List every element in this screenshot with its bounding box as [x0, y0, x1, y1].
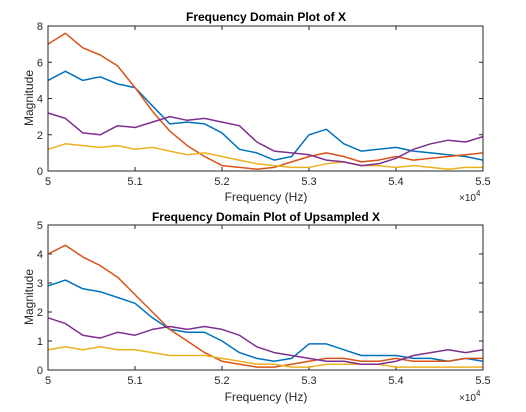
plot-1-ylabel: Magnitude [22, 70, 36, 126]
plot-1-xtick-label: 5.1 [127, 176, 142, 188]
plot-1-ytick-label: 8 [37, 21, 43, 33]
plot-2-series [47, 244, 484, 368]
plot-2-ytick-label: 1 [37, 336, 43, 348]
plot-1-xexponent-base: ×10 [459, 193, 476, 204]
plot-1-series-line-4 [47, 112, 484, 167]
plot-1-ytick-label: 6 [37, 57, 43, 69]
plot-1-xtick-label: 5 [45, 176, 51, 188]
plot-2-title: Frequency Domain Plot of Upsampled X [152, 210, 380, 224]
plot-1-series-line-2 [47, 32, 484, 170]
plot-1-series [47, 32, 484, 170]
plot-1-xexponent: ×10 4 [459, 189, 481, 204]
plot-1-series-line-3 [47, 143, 483, 170]
plot-1-ytick-label: 2 [37, 130, 43, 142]
plot-2-series-line-1 [47, 279, 484, 363]
plot-1-xtick-label: 5.2 [214, 176, 229, 188]
plot-1: Frequency Domain Plot of X Magnitude Fre… [22, 10, 491, 204]
plot-1-xexponent-power: 4 [476, 189, 481, 198]
plot-2-xtick-label: 5 [45, 375, 51, 387]
plot-2-ytick-label: 3 [37, 278, 43, 290]
plot-2-ytick-label: 2 [37, 307, 43, 319]
plot-2-ytick-label: 5 [37, 220, 43, 232]
plot-2-xexponent: ×10 4 [459, 389, 481, 404]
plot-1-xtick-label: 5.5 [475, 176, 490, 188]
plot-2-xtick-label: 5.1 [127, 375, 142, 387]
plot-2-axes-box [47, 224, 484, 371]
plot-1-title: Frequency Domain Plot of X [186, 10, 346, 24]
plot-2-xexponent-power: 4 [476, 389, 481, 398]
plot-2-xtick-label: 5.3 [301, 375, 316, 387]
plot-1-ytick-label: 4 [37, 94, 43, 106]
plot-2: Frequency Domain Plot of Upsampled X Mag… [22, 210, 491, 404]
plot-1-xtick-label: 5.4 [388, 176, 403, 188]
plot-2-xtick-label: 5.4 [388, 375, 403, 387]
plot-2-xlabel: Frequency (Hz) [225, 390, 308, 404]
plot-1-xtick-label: 5.3 [301, 176, 316, 188]
plot-2-series-line-3 [47, 346, 483, 368]
plot-2-series-line-4 [47, 317, 484, 365]
plot-1-axes-box [47, 25, 484, 172]
plot-2-ylabel: Magnitude [22, 269, 36, 325]
plot-1-ytick-label: 0 [37, 166, 43, 178]
plot-2-xtick-label: 5.5 [475, 375, 490, 387]
plot-1-xlabel: Frequency (Hz) [225, 190, 308, 204]
plot-2-xtick-label: 5.2 [214, 375, 229, 387]
plot-2-ytick-label: 0 [37, 365, 43, 377]
plot-2-series-line-2 [47, 244, 483, 368]
plot-2-ytick-label: 4 [37, 249, 43, 261]
plot-2-xexponent-base: ×10 [459, 393, 476, 404]
